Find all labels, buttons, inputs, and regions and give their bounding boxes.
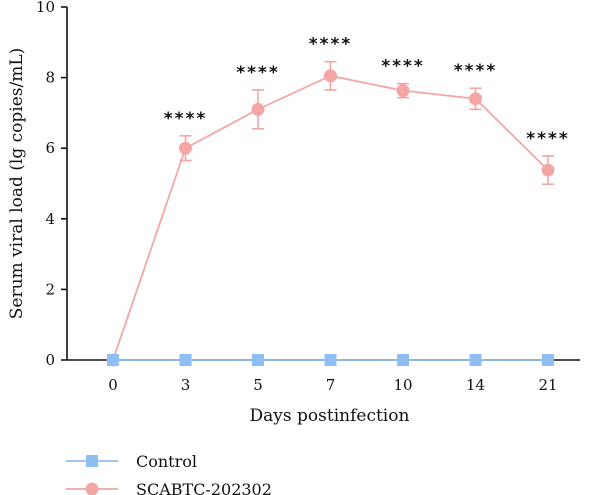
data-point-circle bbox=[179, 141, 192, 155]
y-tick-label: 8 bbox=[45, 69, 55, 87]
data-point-circle bbox=[396, 84, 410, 98]
data-point-circle bbox=[251, 102, 265, 116]
x-tick-label: 14 bbox=[466, 376, 485, 394]
data-point-square bbox=[469, 354, 482, 366]
legend: Control SCABTC-202302 bbox=[66, 452, 272, 495]
y-tick-label: 0 bbox=[45, 351, 55, 369]
data-point-square bbox=[324, 354, 337, 366]
significance-label: **** bbox=[381, 57, 425, 77]
x-tick-label: 3 bbox=[181, 376, 191, 394]
data-point-square bbox=[107, 354, 119, 366]
data-point-square bbox=[179, 354, 192, 366]
legend-label: Control bbox=[136, 452, 197, 471]
y-tick-label: 2 bbox=[45, 280, 55, 298]
x-tick-label: 21 bbox=[538, 376, 557, 394]
data-point-circle bbox=[541, 163, 555, 177]
significance-label: **** bbox=[236, 63, 280, 83]
data-point-square bbox=[397, 354, 409, 366]
plot-area: 0 2 4 6 8 10 0 3 5 7 10 14 21 **** **** **** **** **** ***… bbox=[36, 0, 580, 394]
x-axis-title: Days postinfection bbox=[250, 406, 410, 426]
significance-label: **** bbox=[164, 109, 208, 129]
data-point-square bbox=[252, 354, 264, 366]
x-tick-label: 5 bbox=[253, 376, 263, 394]
legend-label: SCABTC-202302 bbox=[136, 480, 272, 495]
legend-marker-circle bbox=[85, 482, 99, 495]
y-tick-label: 10 bbox=[36, 0, 55, 16]
x-tick-label: 0 bbox=[108, 376, 118, 394]
data-point-circle bbox=[324, 69, 337, 83]
significance-label: **** bbox=[526, 129, 570, 149]
y-tick-label: 6 bbox=[45, 139, 55, 157]
x-tick-label: 10 bbox=[393, 376, 412, 394]
data-point-circle bbox=[469, 92, 482, 106]
significance-label: **** bbox=[454, 61, 498, 81]
legend-marker-square bbox=[86, 455, 98, 467]
significance-label: **** bbox=[309, 35, 353, 55]
y-tick-label: 4 bbox=[45, 210, 55, 228]
y-axis-title: Serum viral load (lg copies/mL) bbox=[7, 48, 27, 320]
x-tick-label: 7 bbox=[326, 376, 336, 394]
data-point-square bbox=[542, 354, 554, 366]
